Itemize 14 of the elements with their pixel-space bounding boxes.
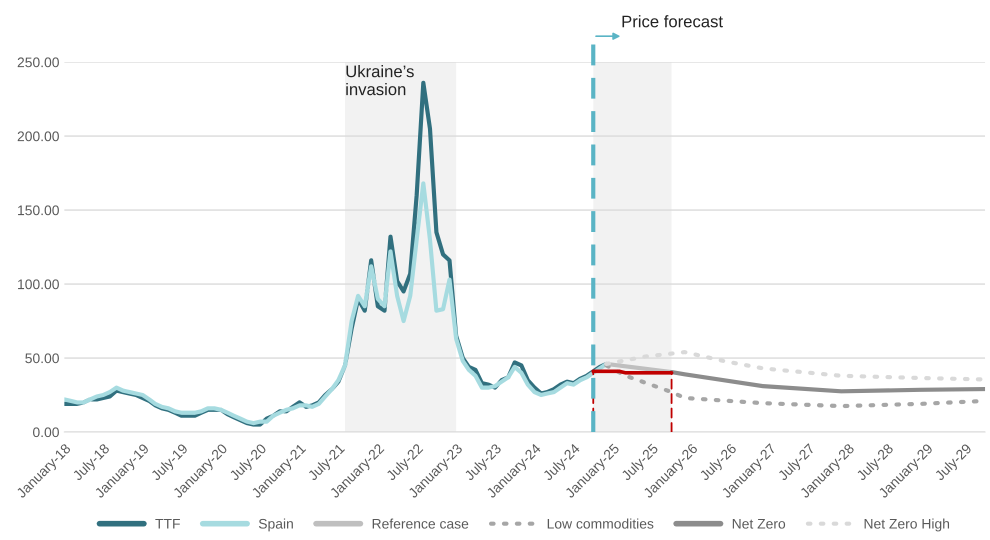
y-tick-label: 250.00 xyxy=(18,57,59,68)
legend-label: Net Zero High xyxy=(864,518,950,532)
legend-label: Low commodities xyxy=(548,518,654,529)
y-tick-label: 100.00 xyxy=(18,279,59,290)
legend-label: Reference case xyxy=(372,518,468,529)
y-tick-label: 0.00 xyxy=(33,427,59,438)
band-label: Ukraine’s invasion xyxy=(346,65,414,96)
ref-line-label: Price forecast xyxy=(622,15,723,28)
y-tick-label: 200.00 xyxy=(18,131,59,142)
y-tick-label: 150.00 xyxy=(18,205,59,216)
legend-label: Spain xyxy=(258,518,293,532)
legend-label: TTF xyxy=(155,518,180,529)
legend-label: Net Zero xyxy=(732,518,786,529)
y-tick-label: 50.00 xyxy=(25,353,59,364)
